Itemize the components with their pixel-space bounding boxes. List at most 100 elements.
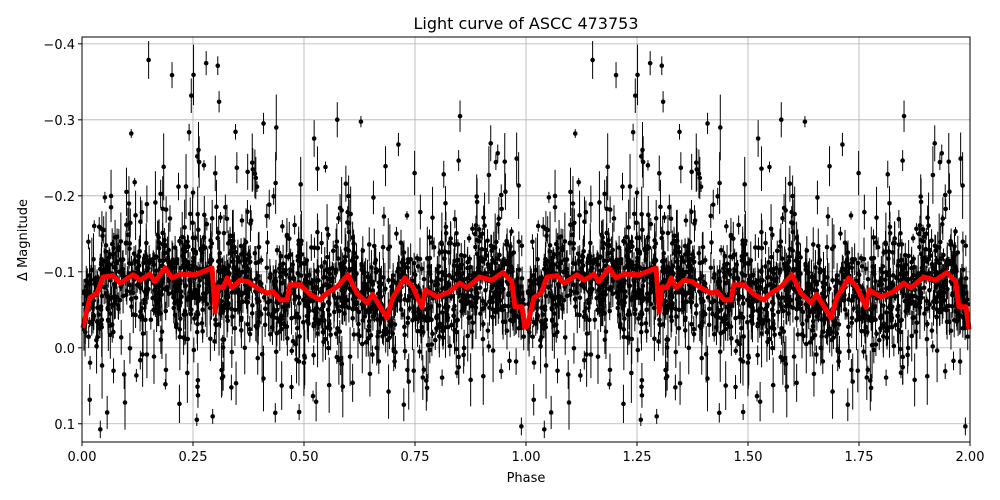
- data-point: [296, 294, 301, 300]
- data-point: [327, 271, 333, 276]
- data-point: [225, 269, 231, 275]
- data-point: [498, 192, 504, 198]
- data-point: [465, 333, 471, 339]
- data-point: [267, 275, 273, 280]
- data-point: [172, 312, 178, 318]
- data-point: [261, 121, 266, 126]
- data-point: [710, 202, 716, 207]
- data-point: [226, 300, 231, 306]
- data-point: [280, 224, 285, 229]
- data-point: [142, 253, 148, 259]
- data-point: [510, 268, 515, 274]
- data-point: [153, 255, 159, 260]
- data-point: [402, 324, 407, 330]
- data-point: [668, 314, 674, 320]
- data-point: [284, 233, 290, 239]
- data-point: [543, 363, 549, 368]
- data-point: [176, 184, 181, 189]
- data-point: [483, 247, 488, 253]
- data-point: [118, 335, 124, 340]
- data-point: [144, 286, 150, 292]
- data-point: [482, 223, 487, 228]
- data-point: [230, 238, 236, 244]
- data-point: [495, 284, 500, 290]
- data-point: [203, 290, 209, 296]
- data-point: [264, 213, 270, 219]
- data-point: [138, 219, 143, 224]
- data-point: [696, 250, 702, 256]
- data-point: [151, 307, 156, 313]
- data-point: [138, 357, 143, 363]
- data-point: [160, 206, 166, 212]
- data-point: [683, 269, 689, 275]
- data-point: [909, 333, 915, 339]
- data-point: [247, 254, 252, 260]
- data-point: [241, 251, 246, 257]
- data-point: [504, 261, 510, 267]
- data-point: [425, 342, 431, 348]
- data-point: [613, 72, 619, 78]
- data-point: [367, 371, 373, 377]
- data-point: [351, 241, 356, 246]
- data-point: [330, 248, 336, 254]
- data-point: [519, 424, 524, 429]
- data-point: [144, 240, 149, 246]
- data-point: [273, 349, 279, 355]
- data-point: [301, 360, 307, 366]
- data-point: [392, 322, 398, 327]
- data-point: [417, 256, 423, 262]
- data-point: [315, 229, 320, 235]
- data-point: [91, 223, 97, 229]
- data-point: [153, 200, 158, 205]
- data-point: [131, 251, 137, 256]
- data-point: [90, 305, 95, 311]
- data-point: [634, 220, 639, 226]
- data-point: [328, 332, 333, 338]
- data-point: [123, 292, 129, 298]
- data-point: [202, 212, 207, 218]
- data-point: [194, 154, 200, 159]
- data-point: [213, 322, 219, 328]
- data-point: [461, 345, 467, 351]
- data-point: [346, 193, 351, 199]
- data-point: [711, 331, 717, 337]
- data-point: [366, 242, 372, 247]
- data-point: [185, 239, 190, 245]
- data-point: [568, 189, 573, 195]
- data-point: [108, 332, 113, 338]
- data-point: [337, 205, 343, 211]
- data-point: [458, 252, 464, 258]
- data-point: [224, 314, 230, 320]
- data-point: [93, 282, 98, 288]
- data-point: [342, 297, 347, 303]
- data-point: [437, 321, 443, 327]
- data-point: [864, 375, 870, 380]
- data-point: [417, 349, 422, 354]
- data-point: [430, 331, 435, 337]
- data-point: [922, 311, 927, 316]
- data-point: [88, 277, 94, 283]
- data-point: [494, 239, 499, 245]
- data-point: [456, 364, 462, 370]
- data-point: [441, 172, 447, 177]
- data-point: [818, 345, 824, 351]
- data-point: [321, 274, 327, 280]
- data-point: [932, 141, 938, 146]
- data-point: [439, 269, 445, 275]
- data-point: [871, 235, 876, 240]
- data-point: [627, 184, 633, 189]
- data-point: [255, 355, 261, 361]
- data-point: [219, 367, 224, 373]
- data-point: [339, 304, 345, 309]
- data-point: [228, 250, 233, 256]
- data-point: [208, 336, 213, 342]
- data-point: [457, 113, 463, 119]
- data-point: [270, 324, 275, 330]
- data-point: [109, 241, 115, 247]
- data-point: [386, 389, 391, 394]
- data-point: [435, 313, 440, 318]
- data-point: [311, 323, 316, 329]
- data-point: [133, 295, 139, 301]
- data-point: [677, 380, 683, 386]
- data-point: [329, 265, 335, 271]
